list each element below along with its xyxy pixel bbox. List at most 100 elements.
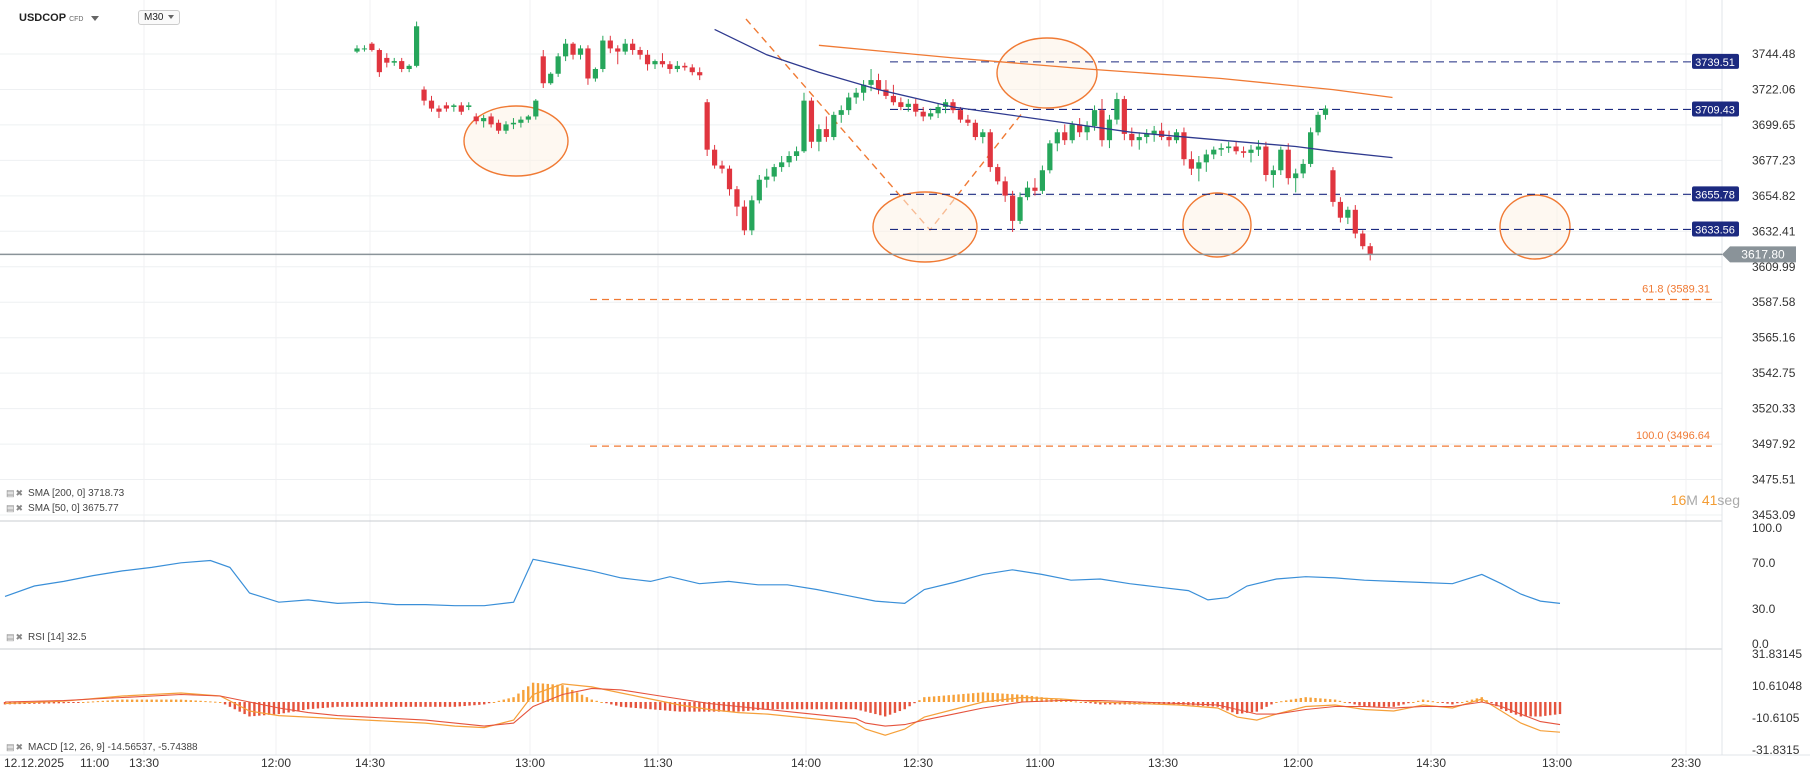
candle-body [361,48,368,50]
macd-histogram-bar [355,701,359,707]
macd-histogram-bar [1216,701,1219,707]
macd-histogram-bar [962,693,965,702]
macd-histogram-bar [350,701,354,707]
candle-body [406,65,412,69]
macd-histogram-bar [703,701,706,712]
candle-body [965,119,971,123]
candle-body [518,119,524,123]
macd-histogram-bar [610,701,613,705]
settings-close-icon[interactable]: ▤✖ [6,742,25,752]
candle-body [734,189,740,207]
candle-body [1196,162,1202,169]
settings-close-icon[interactable]: ▤✖ [6,488,25,498]
macd-histogram-bar [864,701,867,712]
macd-histogram-bar [1231,701,1234,713]
candle-body [980,132,986,138]
candle-body [786,156,792,163]
macd-histogram-bar [869,701,872,713]
macd-histogram-bar [1553,701,1557,715]
level-badge-label: 3709.43 [1695,104,1735,116]
macd-histogram-bar [1509,701,1513,713]
candle-body [570,43,576,55]
macd-histogram-bar [42,701,46,704]
time-tick-label: 13:30 [129,756,159,770]
candle-body [466,105,472,107]
macd-histogram-bar [145,699,149,702]
candle-body [428,100,435,109]
macd-histogram-bar [228,701,232,707]
macd-histogram-bar [258,701,261,716]
macd-histogram-bar [707,701,711,712]
settings-close-icon[interactable]: ▤✖ [6,632,25,642]
candle-body [995,167,1001,182]
macd-histogram-bar [805,701,809,710]
indicator-label-macd[interactable]: ▤✖ MACD [12, 26, 9] -14.56537, -5.74388 [6,742,198,753]
candle-body [577,48,584,55]
macd-histogram-bar [527,686,530,702]
macd-histogram-bar [1250,701,1254,713]
macd-histogram-bar [1549,701,1552,716]
macd-histogram-bar [1495,701,1498,707]
candle-body [920,111,926,117]
candle-body [600,40,606,69]
candle-body [1300,163,1306,174]
macd-histogram-bar [419,701,422,707]
macd-histogram-bar [1050,698,1053,702]
macd-histogram-bar [1348,701,1351,704]
level-badge [1692,186,1739,202]
candle-body [503,124,509,131]
macd-histogram-bar [615,701,618,706]
settings-close-icon[interactable]: ▤✖ [6,503,25,513]
indicator-label-sma50[interactable]: ▤✖ SMA [50, 0] 3675.77 [6,503,119,514]
macd-histogram-bar [512,697,515,702]
candle-body [1121,99,1127,134]
macd-histogram-bar [478,701,481,705]
macd-histogram-bar [218,701,222,703]
price-tick-label: 3744.48 [1752,47,1796,61]
macd-histogram-bar [1284,700,1288,702]
rsi-pane: 100.0 70.0 30.0 0.0 [4,521,1782,651]
macd-histogram-bar [507,698,510,702]
macd-histogram-bar [1343,701,1347,703]
macd-histogram-bar [1461,701,1464,703]
macd-histogram-bar [1035,696,1038,702]
macd-histogram-bar [898,701,902,712]
symbol-selector[interactable]: USDCOP CFD [19,12,100,24]
candle-body [1151,130,1157,134]
candle-body [1181,132,1187,160]
candle-body [1233,146,1239,152]
macd-histogram-bar [91,701,95,703]
rsi-line [4,558,1561,607]
macd-histogram-bar [1456,701,1459,704]
macd-histogram-bar [1431,701,1435,703]
macd-histogram-bar [82,701,85,703]
macd-histogram-bar [86,701,90,703]
grid [0,0,1810,756]
macd-histogram-bar [879,701,882,716]
macd-histogram-bar [967,693,970,702]
candle-body [972,122,978,138]
symbol-name: USDCOP [19,12,67,24]
timeframe-selector[interactable]: M30 [138,10,181,25]
macd-histogram-bar [96,701,100,703]
indicator-label-sma200[interactable]: ▤✖ SMA [200, 0] 3718.73 [6,488,124,499]
macd-histogram-bar [1064,700,1068,702]
macd-histogram-bar [986,692,990,702]
macd-histogram-bar [923,697,926,702]
candle-body [525,116,531,120]
macd-histogram-bar [781,701,784,710]
candle-body [1069,124,1075,141]
macd-histogram-bar [903,701,906,710]
macd-histogram-bar [1529,701,1532,717]
macd-histogram-bar [996,693,999,702]
indicator-label-rsi[interactable]: ▤✖ RSI [14] 32.5 [6,632,86,643]
candle-body [1077,124,1083,133]
macd-histogram-bar [531,682,535,702]
macd-histogram-bar [649,701,652,710]
candle-body [481,118,487,122]
macd-histogram-bar [72,701,75,703]
macd-histogram-bar [624,701,628,708]
macd-histogram-bar [976,692,980,702]
